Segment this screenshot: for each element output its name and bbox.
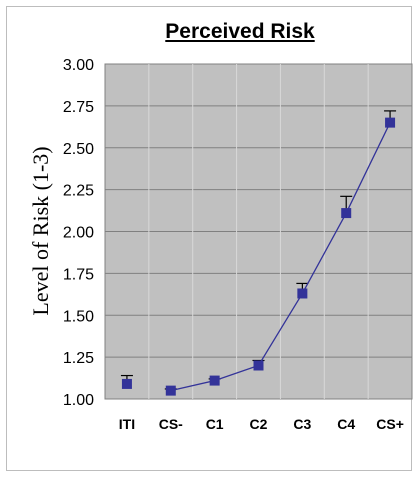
x-tick-label: C3	[293, 416, 311, 432]
y-tick-label: 1.75	[63, 266, 94, 283]
gridlines	[105, 63, 412, 400]
data-point	[341, 208, 352, 219]
data-point	[165, 385, 176, 396]
y-tick-label: 2.50	[63, 141, 94, 158]
data-point	[253, 360, 264, 371]
data-point	[297, 288, 308, 299]
chart-title: Perceived Risk	[165, 20, 315, 43]
y-tick-labels: 1.00 1.25 1.50 1.75 2.00 2.25 2.50 2.75 3.00	[63, 57, 94, 409]
vertical-gridlines	[148, 64, 369, 399]
x-tick-label: CS+	[376, 416, 404, 432]
x-tick-label: C1	[206, 416, 224, 432]
y-tick-label: 2.75	[63, 99, 94, 116]
y-tick-label: 3.00	[63, 57, 94, 74]
y-tick-label: 2.25	[63, 183, 94, 200]
x-tick-label: CS-	[159, 416, 183, 432]
series-line-group	[170, 122, 391, 392]
x-tick-labels: ITI CS- C1 C2 C3 C4 CS+	[119, 416, 404, 432]
y-tick-label: 1.00	[63, 392, 94, 409]
x-tick-label: C2	[250, 416, 268, 432]
series-line	[170, 122, 391, 392]
data-point	[121, 378, 132, 389]
x-tick-label: ITI	[119, 416, 135, 432]
x-tick-label: C4	[337, 416, 355, 432]
y-tick-label: 2.00	[63, 225, 94, 242]
y-tick-label: 1.50	[63, 308, 94, 325]
y-tick-label: 1.25	[63, 350, 94, 367]
data-markers	[121, 117, 396, 396]
data-point	[209, 375, 220, 386]
data-point	[385, 117, 396, 128]
